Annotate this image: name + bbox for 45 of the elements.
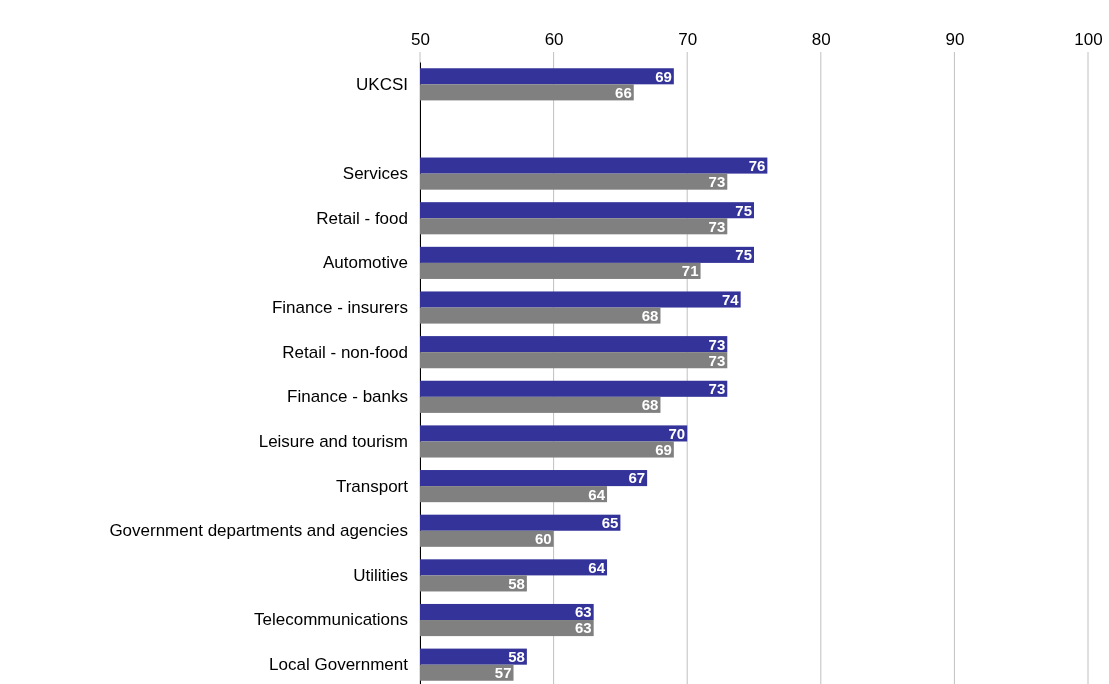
- y-tick-label: Transport: [335, 476, 409, 496]
- x-tick-label: 90: [945, 30, 965, 49]
- data-label: 67: [628, 469, 646, 487]
- data-label: 70: [668, 424, 686, 442]
- y-tick-label: Finance - insurers: [271, 297, 408, 317]
- y-tick-label: UKCSI: [356, 74, 408, 94]
- x-tick-label: 70: [678, 30, 698, 49]
- data-label: 65: [601, 514, 619, 532]
- y-tick-label: Local Government: [269, 655, 409, 675]
- data-label: 75: [735, 201, 752, 219]
- data-label: 60: [534, 530, 552, 548]
- data-label: 69: [655, 440, 672, 458]
- data-label: 71: [681, 262, 699, 280]
- data-label: 58: [508, 574, 525, 592]
- data-label: 64: [588, 558, 606, 576]
- data-label: 66: [615, 83, 632, 101]
- data-label: 58: [508, 648, 525, 666]
- y-tick-label: Utilities: [353, 565, 408, 585]
- data-label: 75: [735, 246, 752, 264]
- y-tick-label: Retail - food: [316, 208, 408, 228]
- y-tick-label: Government departments and agencies: [109, 521, 408, 541]
- data-label: 68: [641, 306, 659, 324]
- y-tick-label: Retail - non-food: [282, 342, 408, 362]
- data-label: 64: [588, 485, 606, 503]
- data-label: 63: [574, 603, 592, 621]
- y-tick-label: Services: [342, 164, 408, 184]
- data-label: 68: [641, 396, 659, 414]
- data-label: 76: [748, 156, 766, 174]
- x-tick-label: 80: [811, 30, 831, 49]
- data-label: 74: [721, 290, 740, 308]
- data-label: 73: [708, 173, 726, 191]
- x-tick-label: 50: [411, 30, 430, 49]
- data-label: 73: [708, 335, 726, 353]
- y-tick-label: Finance - banks: [287, 387, 408, 407]
- data-label: 69: [655, 67, 672, 85]
- data-label: 57: [494, 664, 512, 682]
- y-tick-label: Automotive: [322, 253, 408, 273]
- data-label: 73: [708, 380, 726, 398]
- data-label: 73: [708, 351, 726, 369]
- x-tick-label: 100: [1074, 30, 1103, 49]
- x-tick-label: 60: [544, 30, 564, 49]
- data-label: 73: [708, 217, 726, 235]
- data-label: 63: [574, 619, 592, 637]
- y-tick-label: Telecommunications: [253, 610, 408, 630]
- y-tick-label: Leisure and tourism: [258, 431, 408, 451]
